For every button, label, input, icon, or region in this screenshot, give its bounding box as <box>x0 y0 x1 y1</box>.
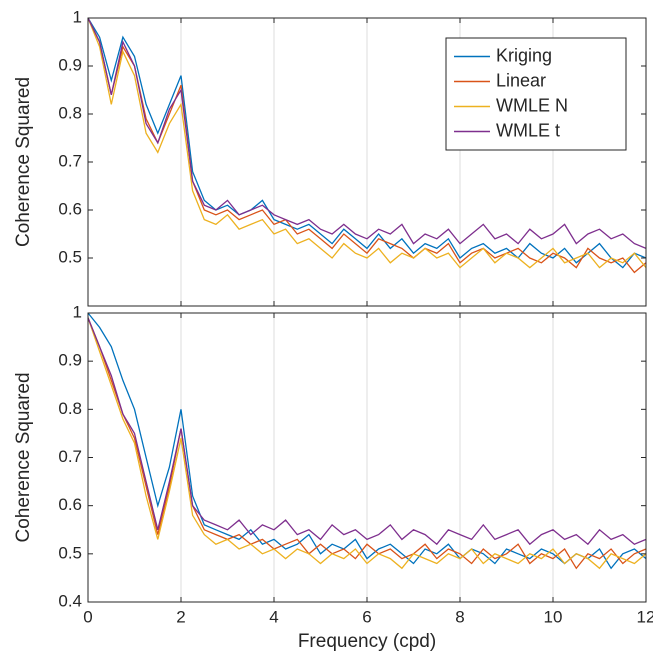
x-tick-label: 2 <box>176 607 185 626</box>
y-tick-label: 0.8 <box>58 103 82 122</box>
series-line <box>87 317 647 546</box>
y-tick-label: 0.9 <box>58 55 82 74</box>
legend-label: Linear <box>496 70 546 90</box>
y-tick-label: 0.6 <box>58 199 82 218</box>
y-tick-label: 0.6 <box>58 495 82 514</box>
y-tick-label: 1 <box>73 7 82 26</box>
x-tick-label: 4 <box>269 607 278 626</box>
series-line <box>87 17 647 274</box>
legend-label: Kriging <box>496 45 552 65</box>
legend-label: WMLE N <box>496 95 568 115</box>
y-tick-label: 0.5 <box>58 543 82 562</box>
series-line <box>87 17 647 250</box>
series-line <box>87 312 647 570</box>
y-axis-label: Coherence Squared <box>13 77 34 247</box>
legend-label: WMLE t <box>496 120 560 140</box>
series-line <box>87 17 647 269</box>
x-tick-label: 6 <box>362 607 371 626</box>
y-tick-label: 0.7 <box>58 151 82 170</box>
x-axis-label: Frequency (cpd) <box>298 631 436 652</box>
series-line <box>87 17 647 269</box>
legend: Kriging Linear WMLE N WMLE t <box>445 37 627 151</box>
x-tick-label: 12 <box>637 607 653 626</box>
y-tick-label: 0.8 <box>58 399 82 418</box>
x-tick-label: 0 <box>83 607 92 626</box>
x-tick-label: 8 <box>455 607 464 626</box>
y-tick-label: 0.7 <box>58 447 82 466</box>
y-tick-label: 0.9 <box>58 351 82 370</box>
x-tick-label: 10 <box>544 607 563 626</box>
series-line <box>87 317 647 570</box>
axes: 0.5 0.6 0.7 0.8 0.9 1 Coherence Squared Kriging… <box>13 7 647 307</box>
y-tick-label: 0.5 <box>58 247 82 266</box>
y-axis-label: Coherence Squared <box>13 372 34 542</box>
y-tick-label: 0.4 <box>58 591 82 610</box>
y-tick-label: 1 <box>73 302 82 321</box>
